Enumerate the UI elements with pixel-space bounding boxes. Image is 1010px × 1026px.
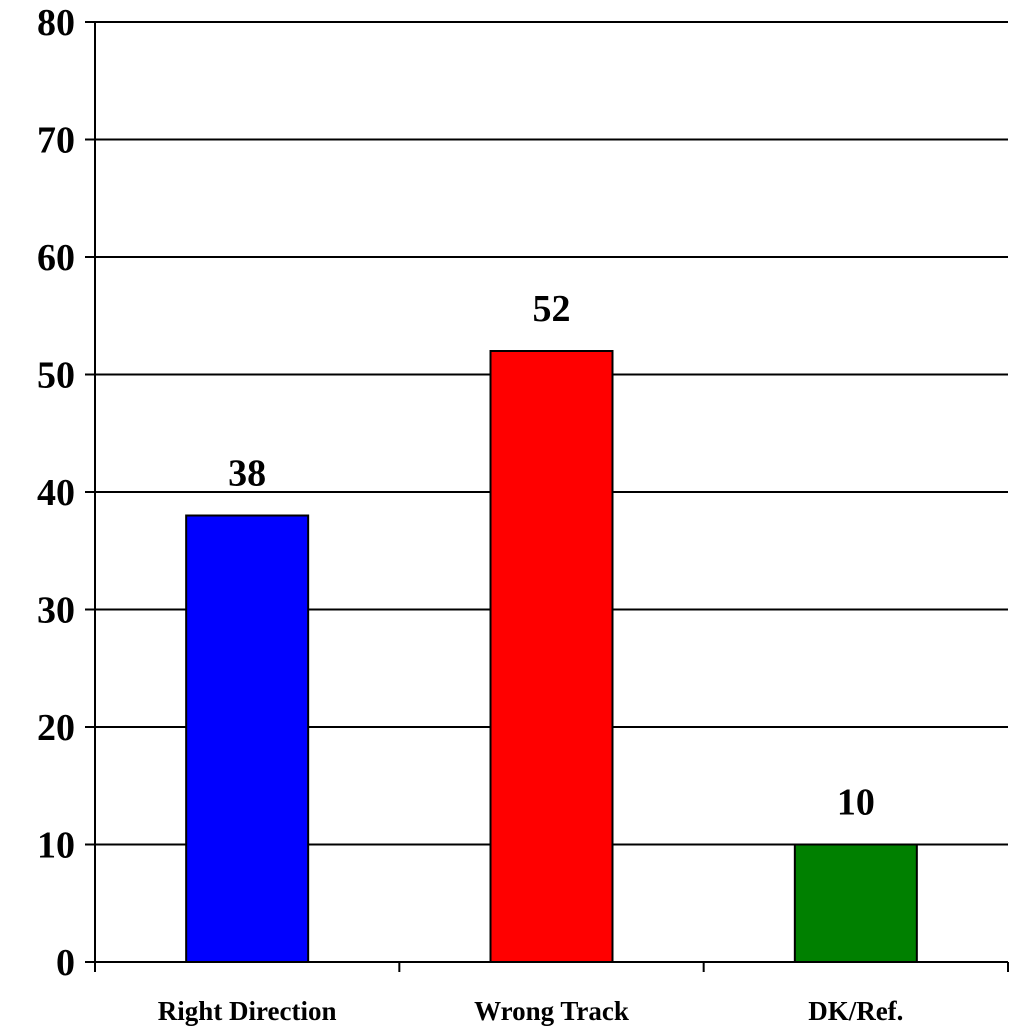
data-label-3: 10	[837, 782, 875, 824]
y-tick-label-20: 20	[37, 707, 75, 749]
y-tick-label-10: 10	[37, 825, 75, 867]
y-tick-label-40: 40	[37, 472, 75, 514]
y-tick-label-70: 70	[37, 120, 75, 162]
y-tick-label-50: 50	[37, 355, 75, 397]
category-label-1: Right Direction	[158, 996, 337, 1026]
bar-1	[185, 514, 310, 963]
category-label-3: DK/Ref.	[808, 996, 903, 1026]
category-label-2: Wrong Track	[474, 996, 629, 1026]
labels: 0 10 20 30 40 50 60 70 80 38 Right Direction 52 Wron…	[37, 2, 903, 1026]
y-tick-label-0: 0	[56, 942, 75, 984]
bars	[185, 350, 918, 963]
data-label-2: 52	[533, 288, 571, 330]
y-tick-label-30: 30	[37, 590, 75, 632]
y-tick-label-60: 60	[37, 237, 75, 279]
bar-3	[793, 843, 918, 963]
bar-2	[489, 350, 614, 963]
y-tick-label-80: 80	[37, 2, 75, 44]
data-label-1: 38	[228, 453, 266, 495]
axes	[85, 21, 1009, 972]
